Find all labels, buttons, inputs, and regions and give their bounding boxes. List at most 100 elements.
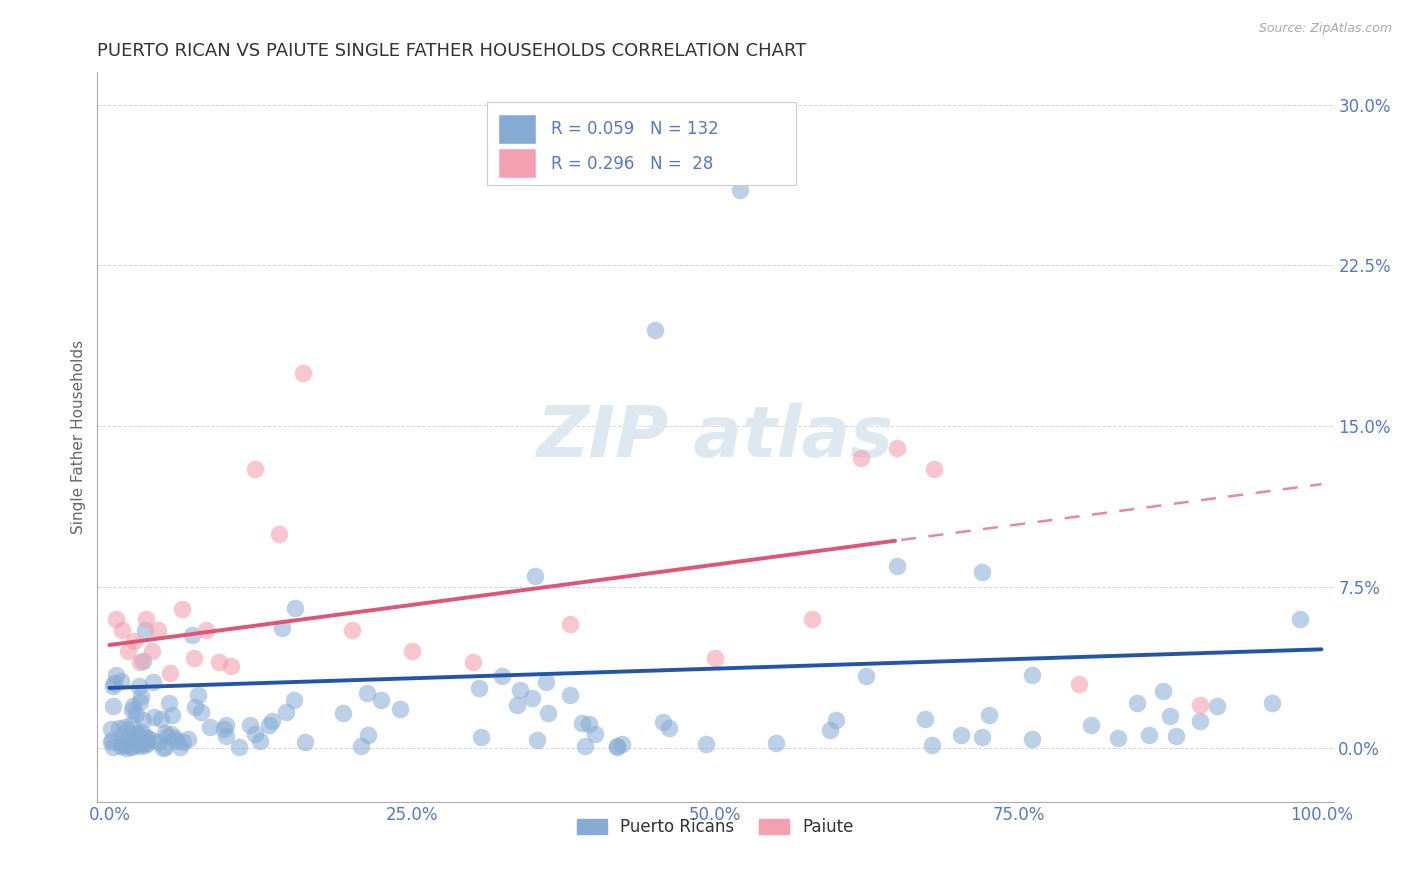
Point: [128, 655, 150, 669]
Point: [128, 730, 150, 744]
Point: [150, 712, 173, 726]
Point: [111, 737, 134, 751]
Point: [128, 737, 150, 751]
Point: [228, 740, 250, 755]
Point: [340, 623, 363, 637]
Point: [142, 710, 165, 724]
FancyBboxPatch shape: [499, 115, 536, 144]
Point: [142, 675, 165, 690]
FancyBboxPatch shape: [486, 102, 796, 186]
Point: [461, 655, 484, 669]
Point: [401, 644, 423, 658]
Point: [526, 733, 548, 747]
Point: [160, 708, 183, 723]
Point: [134, 738, 156, 752]
Point: [1189, 698, 1212, 712]
Point: [215, 730, 238, 744]
Point: [470, 730, 492, 744]
Point: [574, 739, 596, 753]
Legend: Puerto Ricans, Paiute: Puerto Ricans, Paiute: [568, 810, 862, 845]
Point: [558, 616, 581, 631]
Point: [169, 740, 191, 755]
Point: [122, 633, 145, 648]
Point: [146, 623, 169, 637]
Point: [198, 720, 221, 734]
Point: [214, 722, 236, 736]
Point: [849, 451, 872, 466]
Point: [101, 732, 124, 747]
Point: [120, 740, 142, 755]
Point: [886, 441, 908, 455]
Point: [183, 651, 205, 665]
Point: [1152, 684, 1174, 698]
Point: [129, 739, 152, 754]
Point: [283, 693, 305, 707]
Point: [243, 726, 266, 740]
Point: [270, 621, 292, 635]
Point: [257, 718, 280, 732]
Point: [105, 668, 128, 682]
Point: [1125, 696, 1147, 710]
Point: [578, 717, 600, 731]
Point: [1021, 668, 1043, 682]
Point: [114, 721, 136, 735]
Text: Source: ZipAtlas.com: Source: ZipAtlas.com: [1258, 22, 1392, 36]
Point: [135, 612, 157, 626]
Point: [117, 644, 139, 658]
Point: [652, 714, 675, 729]
Point: [332, 706, 354, 721]
Point: [1137, 728, 1160, 742]
Point: [148, 735, 170, 749]
Point: [132, 736, 155, 750]
Point: [114, 738, 136, 752]
Point: [523, 569, 546, 583]
Point: [128, 679, 150, 693]
Point: [187, 688, 209, 702]
Point: [801, 612, 824, 626]
Text: R = 0.296   N =  28: R = 0.296 N = 28: [551, 155, 713, 173]
Point: [134, 623, 156, 637]
Point: [921, 738, 943, 752]
Point: [605, 739, 627, 754]
Y-axis label: Single Father Households: Single Father Households: [72, 340, 86, 534]
Point: [269, 526, 291, 541]
Point: [294, 735, 316, 749]
Point: [922, 462, 945, 476]
Point: [195, 623, 218, 637]
Point: [160, 727, 183, 741]
Point: [260, 714, 283, 728]
Point: [183, 699, 205, 714]
Point: [100, 722, 122, 736]
Point: [243, 462, 266, 476]
Point: [207, 655, 229, 669]
Point: [121, 716, 143, 731]
Point: [172, 601, 194, 615]
Point: [536, 675, 558, 690]
Point: [356, 686, 378, 700]
Point: [108, 721, 131, 735]
Point: [1080, 718, 1102, 732]
Point: [110, 623, 132, 637]
Point: [121, 698, 143, 713]
Point: [1159, 709, 1181, 723]
Point: [704, 651, 727, 665]
Point: [506, 698, 529, 712]
Point: [970, 565, 993, 579]
Point: [110, 673, 132, 688]
Point: [166, 734, 188, 748]
Point: [117, 723, 139, 737]
Point: [127, 726, 149, 740]
Point: [131, 725, 153, 739]
Point: [163, 731, 186, 746]
Point: [606, 739, 628, 754]
Point: [949, 728, 972, 742]
Point: [129, 695, 152, 709]
Point: [134, 730, 156, 744]
Point: [101, 698, 124, 713]
Point: [657, 721, 679, 735]
Point: [571, 715, 593, 730]
Point: [765, 736, 787, 750]
Point: [1164, 729, 1187, 743]
Point: [125, 736, 148, 750]
Point: [157, 696, 180, 710]
